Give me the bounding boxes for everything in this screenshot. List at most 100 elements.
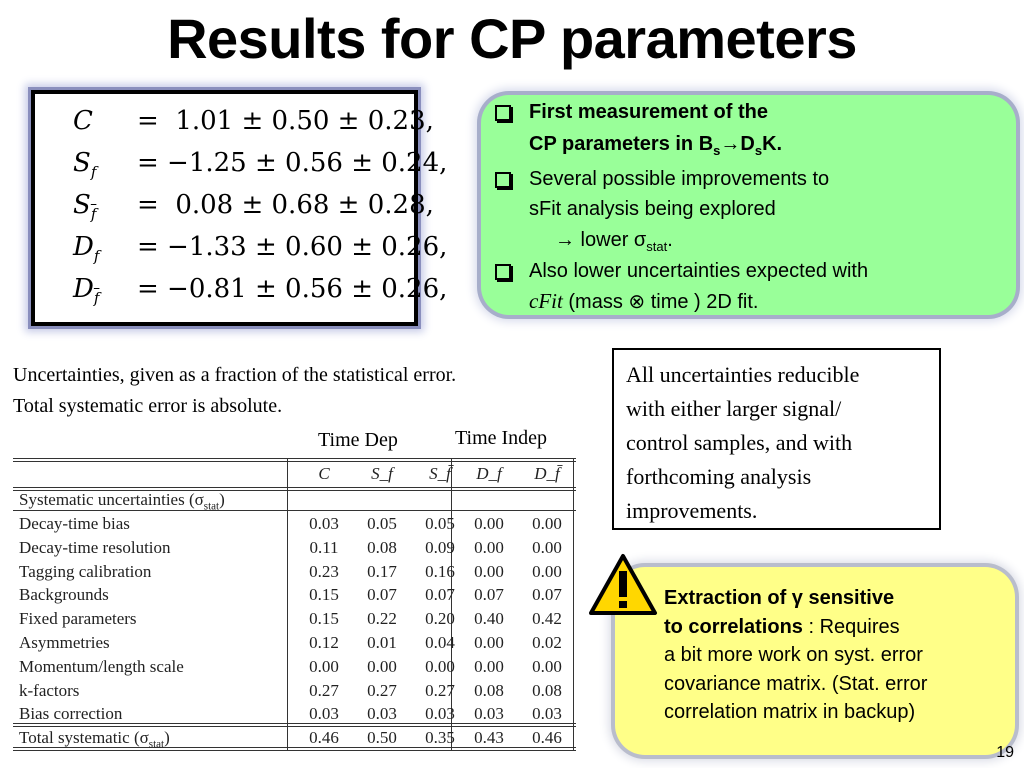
equation-value: = −0.81 ± 0.56 ± 0.26, xyxy=(137,274,448,304)
table-cell: 0.08 xyxy=(474,680,504,700)
table-cell: 0.03 xyxy=(309,704,339,724)
table-row-label: Decay-time resolution xyxy=(19,537,171,557)
table-row-label: Bias correction xyxy=(19,704,123,724)
table-cell: 0.22 xyxy=(367,609,397,629)
green-callout: First measurement of the CP parameters i… xyxy=(481,95,1016,315)
table-column-header: S_f̄ xyxy=(429,464,451,483)
table-cell: 0.03 xyxy=(309,514,339,533)
bullet-text-line2: sFit analysis being explored xyxy=(529,198,776,220)
yellow-line2: to correlations : Requires xyxy=(664,615,900,638)
table-rule xyxy=(13,750,576,751)
table-cell: 0.07 xyxy=(367,585,397,605)
table-cell: 0.00 xyxy=(532,656,562,676)
table-cell: 0.02 xyxy=(532,633,562,652)
table-cell: 0.00 xyxy=(367,656,397,676)
table-rule xyxy=(13,490,576,491)
caption-line1: Uncertainties, given as a fraction of th… xyxy=(13,364,457,386)
table-total-label: Total systematic (σstat) xyxy=(19,728,170,751)
table-column-header: C xyxy=(318,464,330,483)
note-line: control samples, and with xyxy=(626,430,853,455)
table-cell: 0.03 xyxy=(532,704,562,724)
table-cell: 0.00 xyxy=(425,656,455,676)
equation-parameter: Df xyxy=(73,274,100,308)
checkbox-bullet-icon xyxy=(495,172,511,188)
table-total-cell: 0.46 xyxy=(309,728,339,747)
table-column-rule xyxy=(573,458,574,750)
equation-parameter: Df xyxy=(73,232,100,266)
slide-title: Results for CP parameters xyxy=(167,7,857,70)
table-cell: 0.12 xyxy=(309,633,339,652)
table-cell: 0.08 xyxy=(367,537,397,557)
table-rule xyxy=(13,747,576,748)
bullet-text-line2: cFit (mass ⊗ time ) 2D fit. xyxy=(529,289,759,313)
equation-parameter: Sf xyxy=(73,148,97,182)
table-cell: 0.07 xyxy=(425,585,455,605)
equation-value: = −1.33 ± 0.60 ± 0.26, xyxy=(137,232,448,262)
table-column-rule xyxy=(451,458,452,750)
bullet-text-line1: Also lower uncertainties expected with xyxy=(529,260,869,282)
table-cell: 0.27 xyxy=(309,680,339,700)
table-column-header: S_f xyxy=(371,464,393,483)
table-column-header: D_f xyxy=(476,464,502,483)
equation-row: Sf = 0.08 ± 0.68 ± 0.28, xyxy=(73,190,434,230)
table-total-cell: 0.35 xyxy=(425,728,455,747)
equation-value: = −1.25 ± 0.56 ± 0.24, xyxy=(137,148,448,178)
table-column-header: D_f̄ xyxy=(534,464,560,483)
table-cell: 0.07 xyxy=(474,585,504,605)
bullet-text-line1: Several possible improvements to xyxy=(529,168,830,190)
table-row-label: k-factors xyxy=(19,680,80,700)
table-cell: 0.00 xyxy=(309,656,339,676)
time-dep-label: Time Dep xyxy=(318,429,398,451)
equation-parameter: C xyxy=(73,106,93,136)
table-cell: 0.03 xyxy=(474,704,504,724)
table-cell: 0.17 xyxy=(367,561,397,581)
equation-row: Df = −1.33 ± 0.60 ± 0.26, xyxy=(73,232,447,272)
checkbox-bullet-icon xyxy=(495,264,511,280)
yellow-line3: a bit more work on syst. error xyxy=(664,644,923,666)
table-total-cell: 0.50 xyxy=(367,728,397,747)
equation-row: Df = −0.81 ± 0.56 ± 0.26, xyxy=(73,274,447,314)
equation-value: = 0.08 ± 0.68 ± 0.28, xyxy=(137,190,434,220)
table-cell: 0.01 xyxy=(367,633,397,652)
table-cell: 0.03 xyxy=(425,704,455,724)
cp-parameter-equations: C = 1.01 ± 0.50 ± 0.23, Sf = −1.25 ± 0.56 ±… xyxy=(31,90,447,326)
table-total-cell: 0.46 xyxy=(532,728,562,747)
table-cell: 0.09 xyxy=(425,537,455,557)
table-cell: 0.11 xyxy=(309,537,339,557)
table-cell: 0.40 xyxy=(474,609,504,629)
systematics-table: C S_f S_f̄ D_f D_f̄ Systematic uncertainties … xyxy=(13,458,576,751)
gamma-extraction-note: Extraction of γ sensitive to correlation… xyxy=(664,584,1004,727)
note-line: forthcoming analysis xyxy=(626,464,812,489)
table-cell: 0.00 xyxy=(532,537,562,557)
table-cell: 0.27 xyxy=(367,680,397,700)
time-indep-label: Time Indep xyxy=(455,427,548,449)
table-total-cell: 0.43 xyxy=(474,728,504,747)
table-cell: 0.05 xyxy=(367,514,397,533)
table-caption: Uncertainties, given as a fraction of th… xyxy=(13,360,603,422)
checkbox-bullet-icon xyxy=(495,105,511,121)
table-column-rule xyxy=(287,458,288,750)
table-rule xyxy=(13,487,576,488)
table-rule xyxy=(13,726,576,727)
table-cell: 0.00 xyxy=(532,514,562,533)
table-row-label: Momentum/length scale xyxy=(19,656,184,676)
page-number: 19 xyxy=(996,744,1014,761)
table-cell: 0.00 xyxy=(474,561,504,581)
bullet-text-line2: CP parameters in Bs→DsK. xyxy=(529,133,783,158)
table-cell: 0.03 xyxy=(367,704,397,724)
note-line: All uncertainties reducible xyxy=(626,362,860,387)
yellow-callout xyxy=(615,567,1015,755)
table-cell: 0.23 xyxy=(309,561,339,581)
bullet-first-measurement: First measurement of the CP parameters i… xyxy=(495,101,1015,161)
table-cell: 0.16 xyxy=(425,561,455,581)
equation-parameter: Sf xyxy=(73,190,97,224)
table-rule xyxy=(13,458,576,459)
table-cell: 0.20 xyxy=(425,609,455,629)
table-cell: 0.00 xyxy=(474,537,504,557)
table-cell: 0.08 xyxy=(532,680,562,700)
table-cell: 0.00 xyxy=(474,656,504,676)
bullet-text-line3: → lower σstat. xyxy=(555,229,673,254)
equation-row: C = 1.01 ± 0.50 ± 0.23, xyxy=(73,106,434,146)
yellow-line4: covariance matrix. (Stat. error xyxy=(664,672,928,695)
table-cell: 0.27 xyxy=(425,680,455,700)
